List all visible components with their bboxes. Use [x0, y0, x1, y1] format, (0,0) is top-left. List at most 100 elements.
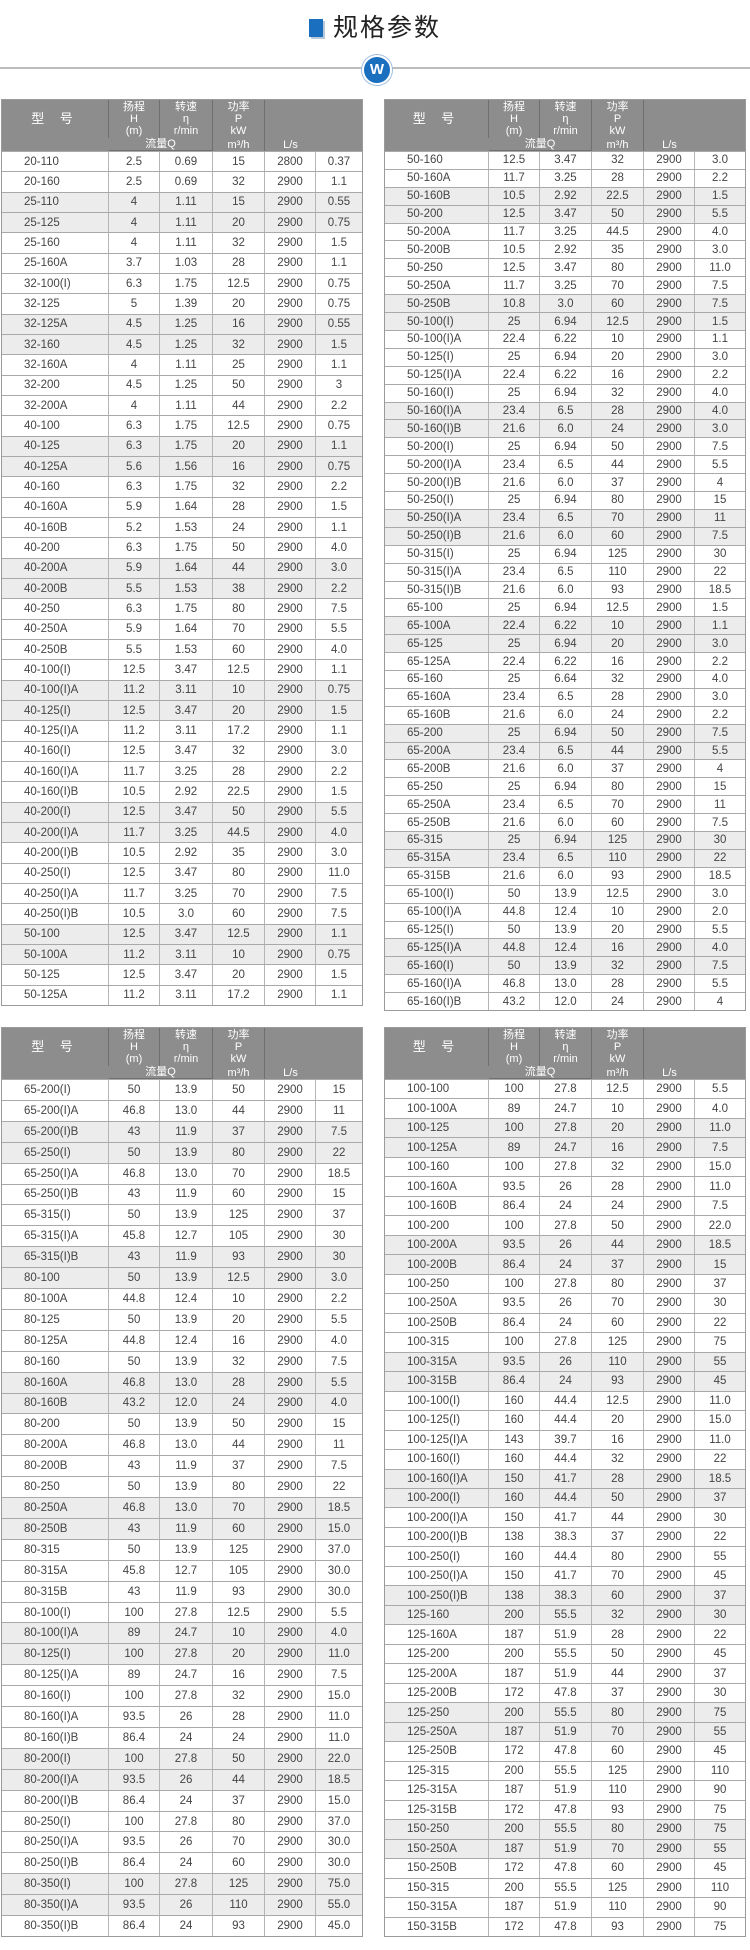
- cell-head-h: 50: [592, 724, 644, 742]
- table-row: 80-200(I)B 86.4 24 37 2900 15.0: [2, 1789, 362, 1811]
- table-row: 40-100(I)A 11.2 3.11 10 2900 0.75: [2, 679, 362, 700]
- cell-speed: 2900: [265, 579, 316, 599]
- cell-flow-ls: 6.94: [540, 545, 592, 563]
- cell-flow-ls: 6.5: [540, 688, 592, 706]
- cell-model: 65-160: [385, 670, 489, 688]
- cell-speed: 2900: [265, 1268, 316, 1289]
- cell-speed: 2900: [265, 1895, 316, 1916]
- cell-flow-ls: 6.0: [540, 867, 592, 885]
- cell-model: 32-160: [2, 335, 109, 355]
- cell-flow-ls: 27.8: [160, 1602, 213, 1623]
- cell-power: 90: [713, 1784, 727, 1797]
- cell-head-h: 93: [213, 1581, 265, 1602]
- cell-speed: 2900: [265, 1289, 316, 1309]
- cell-power: 5.5: [712, 208, 728, 221]
- cell-speed: 2900: [644, 1450, 695, 1469]
- cell-head-h: 22.5: [213, 782, 265, 802]
- cell-power: 0.37: [327, 155, 351, 168]
- cell-flow-m3h: 200: [489, 1820, 540, 1839]
- cell-flow-ls: 44.4: [540, 1450, 592, 1469]
- table-row: 32-125 5 1.39 20 2900 0.75: [2, 293, 362, 314]
- cell-head-h: 15: [213, 192, 265, 212]
- cell-flow-ls: 26: [540, 1294, 592, 1313]
- cell-speed: 2900: [644, 1605, 695, 1625]
- cell-flow-m3h: 11.2: [109, 985, 160, 1005]
- cell-speed: 2900: [265, 213, 316, 233]
- cell-flow-m3h: 50: [489, 921, 540, 939]
- table-row: 80-125 50 13.9 20 2900 5.5: [2, 1308, 362, 1330]
- cell-flow-ls: 26: [540, 1177, 592, 1196]
- cell-power: 30: [713, 1609, 727, 1622]
- cell-flow-ls: 6.5: [540, 742, 592, 760]
- cell-flow-ls: 41.7: [540, 1469, 592, 1489]
- cell-speed: 2900: [644, 456, 695, 474]
- cell-model: 80-315A: [2, 1560, 109, 1581]
- cell-head-h: 37: [592, 1683, 644, 1703]
- cell-power: 4.0: [331, 826, 347, 839]
- cell-power: 11.0: [328, 1731, 350, 1744]
- cell-flow-ls: 2.92: [160, 843, 213, 863]
- table-header: 型 号流量Q 扬程 H (m) 转速 η r/min 功率 P kW m³/h L/s: [2, 100, 362, 151]
- cell-model: 65-200(I): [2, 1080, 109, 1100]
- cell-speed: 2900: [265, 1205, 316, 1226]
- cell-model: 20-160: [2, 172, 109, 192]
- cell-power: 37: [713, 1667, 727, 1680]
- cell-speed: 2900: [644, 1761, 695, 1781]
- cell-speed: 2900: [265, 965, 316, 985]
- cell-model: 80-315: [2, 1539, 109, 1560]
- cell-speed: 2900: [265, 1748, 316, 1769]
- cell-power: 4.0: [712, 941, 728, 954]
- cell-head-h: 50: [213, 1080, 265, 1100]
- cell-speed: 2900: [265, 1184, 316, 1205]
- cell-head-h: 32: [592, 1157, 644, 1177]
- cell-speed: 2900: [644, 1313, 695, 1333]
- table-row: 40-200A 5.9 1.64 44 2900 3.0: [2, 557, 362, 578]
- cell-speed: 2900: [644, 1177, 695, 1196]
- table-row: 50-160A 11.7 3.25 28 2900 2.2: [385, 168, 745, 187]
- table-row: 50-200A 11.7 3.25 44.5 2900 4.0: [385, 222, 745, 241]
- cell-flow-m3h: 12.5: [109, 660, 160, 680]
- cell-power: 22: [713, 1316, 727, 1329]
- table-row: 20-110 2.5 0.69 15 2800 0.37: [2, 151, 362, 172]
- cell-speed: 2900: [644, 420, 695, 438]
- cell-flow-m3h: 6.3: [109, 436, 160, 456]
- table-row: 65-315 25 6.94 125 2900 30: [385, 831, 745, 849]
- cell-flow-m3h: 11.2: [109, 721, 160, 741]
- table-row: 65-315(I)B 43 11.9 93 2900 30: [2, 1246, 362, 1268]
- table-row: 65-160(I)A 46.8 13.0 28 2900 5.5: [385, 974, 745, 993]
- cell-speed: 2900: [644, 1216, 695, 1235]
- cell-head-h: 32: [213, 335, 265, 355]
- cell-flow-m3h: 12.5: [109, 802, 160, 822]
- table-row: 80-125A 44.8 12.4 16 2900 4.0: [2, 1329, 362, 1351]
- cell-flow-ls: 13.9: [540, 921, 592, 939]
- cell-speed: 2900: [644, 1235, 695, 1255]
- table-row: 65-125(I) 50 13.9 20 2900 5.5: [385, 920, 745, 939]
- cell-model: 80-100A: [2, 1289, 109, 1309]
- cell-model: 40-125(I): [2, 701, 109, 721]
- cell-head-h: 28: [592, 1625, 644, 1644]
- cell-head-h: 24: [592, 993, 644, 1010]
- table-row: 65-160(I) 50 13.9 32 2900 7.5: [385, 956, 745, 975]
- cell-head-h: 60: [592, 1859, 644, 1878]
- cell-power: 4.0: [331, 541, 347, 554]
- table-row: 125-315B 172 47.8 93 2900 75: [385, 1799, 745, 1820]
- cell-power: 110: [710, 1764, 730, 1777]
- cell-flow-m3h: 100: [489, 1274, 540, 1294]
- cell-head-h: 50: [213, 802, 265, 822]
- cell-flow-ls: 27.8: [540, 1080, 592, 1099]
- cell-flow-m3h: 44.8: [109, 1330, 160, 1351]
- cell-speed: 2900: [265, 1121, 316, 1142]
- cell-speed: 2900: [644, 187, 695, 205]
- cell-head-h: 10: [592, 903, 644, 921]
- cell-flow-ls: 26: [540, 1235, 592, 1255]
- cell-power: 11: [714, 798, 726, 811]
- cell-model: 50-160(I)A: [385, 402, 489, 420]
- cell-flow-ls: 13.9: [540, 885, 592, 903]
- cell-flow-m3h: 4.5: [109, 335, 160, 355]
- table-row: 50-125(I)A 22.4 6.22 16 2900 2.2: [385, 365, 745, 384]
- cell-head-h: 16: [592, 939, 644, 957]
- cell-model: 80-250(I): [2, 1811, 109, 1832]
- cell-power: 30: [713, 1511, 727, 1524]
- cell-flow-m3h: 44.8: [489, 939, 540, 957]
- cell-flow-ls: 51.9: [540, 1625, 592, 1644]
